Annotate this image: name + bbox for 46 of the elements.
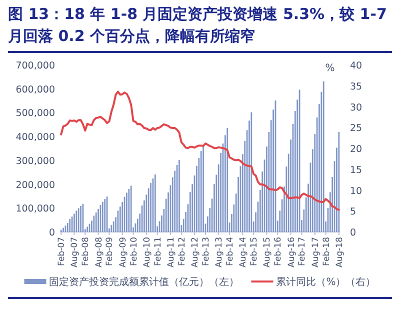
x-tick-label: Feb-10 [129, 237, 140, 266]
y2-tick-label: 15 [350, 164, 362, 176]
x-tick-label: Feb-08 [81, 237, 92, 266]
x-tick-label: Aug-07 [70, 237, 80, 268]
y-tick-label: 300,000 [16, 156, 55, 167]
x-tick-label: Aug-09 [118, 237, 128, 268]
y2-tick-label: 5 [350, 206, 356, 218]
x-tick-label: Feb-13 [201, 237, 212, 266]
y2-axis-title: % [325, 63, 335, 74]
line-series [60, 90, 340, 211]
x-tick-label: Feb-14 [226, 237, 236, 266]
x-tick-label: Feb-18 [322, 237, 332, 266]
x-tick-label: Feb-07 [57, 237, 68, 266]
x-tick-label: Feb-12 [177, 237, 188, 266]
y2-tick-label: 30 [350, 102, 362, 114]
y-tick-label: 100,000 [16, 204, 55, 215]
y-tick-label: 400,000 [16, 132, 55, 144]
legend-label: 累计同比（%）（右） [276, 276, 376, 288]
x-tick-label: Feb-17 [298, 237, 308, 266]
y2-tick-label: 25 [350, 123, 362, 134]
x-tick-label: Aug-15 [262, 237, 273, 268]
x-tick-label: Feb-09 [105, 237, 116, 266]
x-tick-label: Aug-18 [334, 237, 345, 268]
x-tick-label: Aug-17 [310, 237, 321, 268]
x-tick-label: Feb-11 [153, 237, 164, 266]
legend-label: 固定资产投资完成额累计值（亿元）（左） [49, 276, 240, 288]
x-tick-label: Aug-10 [142, 237, 152, 268]
y2-tick-label: 40 [350, 60, 362, 72]
y2-tick-label: 20 [350, 144, 362, 155]
x-tick-label: Aug-12 [190, 237, 201, 268]
x-tick-label: Feb-16 [274, 237, 284, 266]
y-tick-label: 500,000 [16, 108, 55, 120]
x-tick-label: Aug-14 [238, 237, 249, 268]
y2-tick-label: 35 [350, 81, 362, 92]
y-tick-label: 200,000 [16, 180, 55, 191]
y-tick-label: 600,000 [16, 84, 55, 96]
x-tick-label: Feb-15 [250, 237, 260, 266]
chart-title: 图 13：18 年 1-8 月固定资产投资增速 5.3%，较 1-7 月回落 0.2 个百分点，降幅有所缩窄 [8, 4, 388, 47]
x-tick-label: Aug-08 [94, 237, 104, 268]
x-tick-label: Aug-11 [166, 237, 176, 268]
y-tick-label: 0 [48, 228, 55, 238]
y2-tick-label: 10 [350, 186, 362, 197]
x-tick-label: Aug-16 [286, 237, 297, 268]
x-tick-label: Aug-13 [214, 237, 225, 268]
y-tick-label: 700,000 [16, 60, 55, 72]
y2-tick-label: 0 [350, 228, 356, 238]
